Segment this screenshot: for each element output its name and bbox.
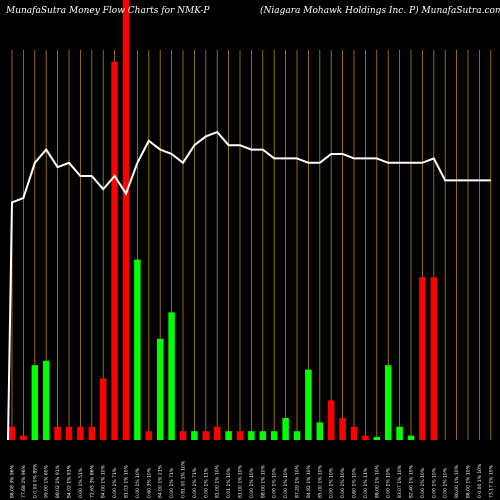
x-tick-label: 87.29 1% 10%: [295, 464, 301, 498]
x-tick-label: 77.68 2% 96%: [21, 464, 27, 498]
bar: [213, 426, 221, 440]
bar: [42, 360, 50, 440]
x-tick-label: 82.40 1% 10%: [409, 464, 415, 498]
bars-layer: [8, 0, 438, 440]
bar: [259, 431, 267, 440]
bar: [339, 418, 346, 440]
bar: [419, 277, 426, 440]
x-tick-label: 0.01 1% 10%: [226, 467, 232, 498]
bar: [362, 435, 369, 440]
x-tick-label: 0.00 1% 11%: [363, 467, 369, 498]
bar: [396, 426, 403, 440]
x-tick-label: 99.00 1% 60%: [44, 464, 50, 498]
x-tick-label: 0 81.00 1% 10%: [181, 460, 187, 498]
bar: [179, 431, 187, 440]
x-tick-label: 0.00 1% 10%: [386, 467, 392, 498]
x-tick-label: 0.00 1% 71%: [192, 467, 198, 498]
x-tick-label: 80.00 1% 10%: [454, 464, 460, 498]
x-tick-label: 73.17 1% 10%: [488, 464, 494, 498]
bar: [236, 431, 244, 440]
bar: [122, 0, 130, 440]
x-tick-label: 0.00 1% 10%: [272, 467, 278, 498]
x-tick-label: 85.00 1% 10%: [317, 464, 323, 498]
bar: [384, 365, 392, 440]
x-tick-labels: 88.08 3% 96% 77.68 2% 96% 0 0.00 0% 89% 99.…: [10, 460, 495, 498]
x-tick-label: 81.03 1% 10%: [124, 464, 130, 498]
x-tick-label: 88.00 1% 10%: [260, 464, 266, 498]
bar: [134, 259, 141, 440]
x-tick-label: 88.08 3% 96%: [10, 464, 16, 498]
x-tick-label: 72.65 3% 86%: [89, 464, 95, 498]
x-tick-label: 0.00 1% 10%: [340, 467, 346, 498]
bar: [99, 378, 107, 440]
bar: [248, 431, 255, 440]
bar: [191, 431, 198, 440]
bar: [31, 365, 39, 440]
bar: [225, 431, 232, 440]
bar: [373, 436, 381, 440]
x-tick-label: 0 0.00 1% 10%: [477, 463, 483, 498]
x-tick-label: 0.00 1% 10%: [329, 467, 335, 498]
x-tick-label: 0.00 1% 10%: [431, 467, 437, 498]
x-tick-label: 0.00 1% 71%: [169, 467, 175, 498]
x-tick-label: 0.00 1% 10%: [249, 467, 255, 498]
bar: [270, 431, 278, 440]
line-layer: [7, 130, 491, 441]
money-flow-line: [7, 130, 491, 441]
x-tick-label: 0.00 1% 10%: [135, 467, 141, 498]
bar: [8, 426, 16, 440]
bar: [156, 338, 164, 440]
bar: [407, 435, 415, 440]
bar: [316, 422, 324, 440]
bar: [293, 431, 301, 440]
bar: [20, 435, 27, 440]
bar: [327, 400, 335, 440]
bar: [282, 418, 289, 440]
x-tick-label: 0.00 1% 11%: [203, 467, 209, 498]
bar: [202, 431, 210, 440]
x-tick-label: 84.00 1% 21%: [158, 464, 164, 498]
bar: [65, 426, 73, 440]
x-tick-label: 0.60 1% 10%: [352, 467, 358, 498]
x-tick-label: 0 0.00 0% 89%: [32, 463, 38, 498]
bar: [350, 426, 358, 440]
bar: [54, 426, 61, 440]
bar: [145, 431, 153, 440]
x-tick-label: 81.00 1% 10%: [238, 464, 244, 498]
x-tick-label: 0.00 1% 71%: [112, 467, 118, 498]
x-tick-label: 81.00 1% 10%: [215, 464, 221, 498]
grid-layer: [11, 50, 492, 440]
x-tick-label: 0.00 1% 10%: [283, 467, 289, 498]
bar: [305, 369, 312, 440]
bar: [88, 426, 96, 440]
x-tick-label: 83.07 1% 10%: [397, 464, 403, 498]
chart-title-left: MunafaSutra Money Flow Charts for NMK-P: [6, 6, 210, 16]
bar: [77, 426, 84, 440]
x-tick-label: 0.00 1% 10%: [443, 467, 449, 498]
x-tick-label: 0.00 1% 51%: [78, 467, 84, 498]
bar: [168, 312, 175, 440]
bar: [430, 277, 438, 440]
x-tick-label: 0.00 1% 10%: [420, 467, 426, 498]
bar: [111, 61, 118, 440]
x-tick-label: 88.00 1% 10%: [466, 464, 472, 498]
x-tick-label: 88.02 1% 91%: [55, 464, 61, 498]
x-tick-label: 84.02 1% 93%: [67, 464, 73, 498]
x-tick-label: 84.82 1% 10%: [306, 464, 312, 498]
x-tick-label: 84.00 1% 10%: [101, 464, 107, 498]
x-tick-label: 88.00 1% 10%: [374, 464, 380, 498]
x-tick-label: 0.60 3% 10%: [146, 467, 152, 498]
chart-title-right: (Niagara Mohawk Holdings Inc. P) MunafaS…: [260, 6, 500, 16]
